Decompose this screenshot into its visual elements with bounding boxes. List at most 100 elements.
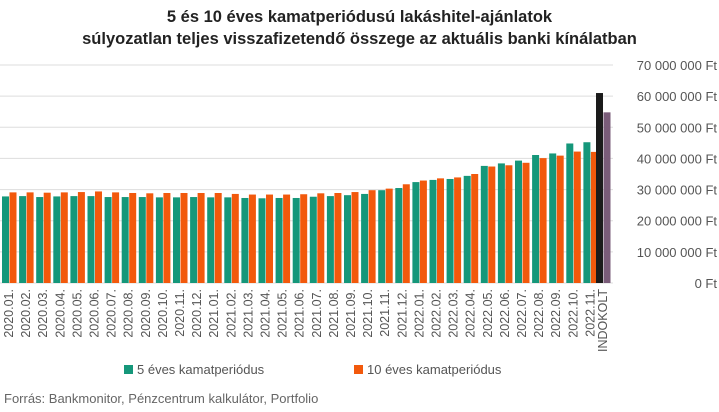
bar-five	[155, 197, 163, 283]
source-note: Forrás: Bankmonitor, Pénzcentrum kalkulá…	[4, 391, 319, 406]
bar-ten	[419, 180, 427, 283]
x-tick-label: 2021.09.	[344, 289, 358, 338]
bar-five	[292, 197, 300, 283]
y-tick-label: 70 000 000 Ft	[637, 58, 718, 73]
x-tick-label: 2020.07.	[105, 289, 119, 338]
bar-five	[121, 197, 129, 283]
bar-five	[532, 155, 540, 283]
bar-ten	[95, 191, 102, 283]
bar-five	[2, 196, 9, 283]
bar-ten	[26, 192, 34, 283]
bar-ten	[60, 192, 68, 283]
bar-ten	[231, 193, 239, 283]
x-tick-label: 2022.10.	[566, 289, 580, 338]
x-tick-label: 2021.03.	[241, 289, 255, 338]
bar-five	[463, 175, 471, 283]
bar-indokolt-five	[596, 93, 603, 284]
bar-ten	[266, 194, 273, 283]
bar-five	[275, 197, 283, 283]
bar-ten	[163, 192, 171, 283]
bar-ten	[402, 184, 410, 283]
bar-five	[138, 197, 146, 283]
bar-five	[549, 153, 557, 283]
chart-title-line2: súlyozatlan teljes visszafizetendő össze…	[82, 30, 637, 48]
bar-ten	[180, 192, 188, 283]
bar-indokolt-ten	[603, 112, 611, 283]
bar-five	[344, 195, 351, 283]
x-tick-label: 2021.10.	[361, 289, 375, 338]
bar-five	[515, 160, 522, 283]
bar-five	[361, 193, 369, 283]
bar-five	[395, 188, 403, 283]
bar-five	[378, 190, 386, 283]
bar-ten	[112, 192, 120, 283]
x-tick-label: 2022.06.	[498, 289, 512, 338]
x-tick-label: 2022.05.	[481, 289, 495, 338]
legend-swatch-ten	[354, 365, 363, 374]
bar-five	[207, 197, 215, 283]
bar-five	[104, 197, 112, 283]
y-tick-label: 0 Ft	[695, 276, 718, 291]
y-tick-label: 10 000 000 Ft	[637, 245, 718, 260]
bar-ten	[129, 192, 137, 283]
x-tick-label: 2020.10.	[156, 289, 170, 338]
bar-ten	[77, 192, 85, 283]
x-tick-label: 2021.11.	[378, 289, 392, 337]
bar-ten	[368, 190, 376, 283]
x-tick-label: 2022.04.	[464, 289, 478, 338]
x-tick-label: 2021.01.	[207, 289, 221, 338]
x-tick-label: 2022.09.	[549, 289, 563, 338]
x-tick-label: 2021.08.	[327, 289, 341, 338]
bar-five	[446, 178, 454, 283]
bar-ten	[43, 192, 51, 283]
x-tick-label: 2021.06.	[293, 289, 307, 338]
x-tick-label: 2020.01.	[2, 289, 16, 338]
bar-ten	[437, 178, 444, 283]
bar-five	[190, 197, 198, 283]
legend-item-ten: 10 éves kamatperiódus	[354, 362, 501, 377]
bar-five	[53, 196, 61, 283]
chart-title-line1: 5 és 10 éves kamatperiódusú lakáshitel-a…	[166, 8, 553, 26]
bar-ten	[505, 165, 513, 283]
legend-item-five: 5 éves kamatperiódus	[124, 362, 264, 377]
bar-five	[480, 165, 488, 283]
legend-label-five: 5 éves kamatperiódus	[137, 362, 265, 377]
bar-ten	[9, 192, 17, 283]
bar-five	[412, 182, 420, 283]
x-tick-label: 2020.12.	[190, 289, 204, 338]
bar-ten	[454, 177, 462, 283]
bar-five	[497, 163, 505, 283]
bar-five	[326, 196, 334, 283]
bar-ten	[385, 188, 393, 283]
bar-five	[566, 143, 574, 283]
x-tick-label: 2022.03.	[447, 289, 461, 338]
bar-five	[19, 196, 27, 283]
bar-ten	[590, 151, 598, 283]
bar-ten	[197, 192, 205, 283]
bar-ten	[471, 174, 479, 283]
x-tick-label: 2022.07.	[515, 289, 529, 338]
x-tick-label: 2020.11.	[173, 289, 187, 337]
x-tick-label: 2021.05.	[276, 289, 290, 338]
x-tick-label: 2020.02.	[19, 289, 33, 338]
bar-ten	[522, 162, 530, 283]
x-tick-label: INDOKOLT	[596, 289, 610, 352]
chart-title: 5 és 10 éves kamatperiódusú lakáshitel-a…	[0, 6, 719, 50]
bar-five	[36, 197, 44, 283]
x-tick-label: 2021.04.	[259, 289, 273, 338]
x-tick-label: 2020.04.	[53, 289, 67, 338]
legend-label-ten: 10 éves kamatperiódus	[367, 362, 502, 377]
x-tick-label: 2021.12.	[395, 289, 409, 338]
y-tick-label: 30 000 000 Ft	[637, 183, 718, 198]
bar-ten	[300, 194, 308, 283]
bar-ten	[248, 194, 256, 283]
bar-ten	[283, 194, 291, 283]
bar-ten	[573, 151, 581, 283]
y-tick-label: 40 000 000 Ft	[637, 151, 718, 166]
x-tick-label: 2022.01.	[412, 289, 426, 338]
x-tick-label: 2020.08.	[122, 289, 136, 338]
bar-ten	[488, 166, 496, 283]
x-tick-label: 2022.11.	[583, 289, 597, 337]
x-tick-label: 2022.02.	[430, 289, 444, 338]
